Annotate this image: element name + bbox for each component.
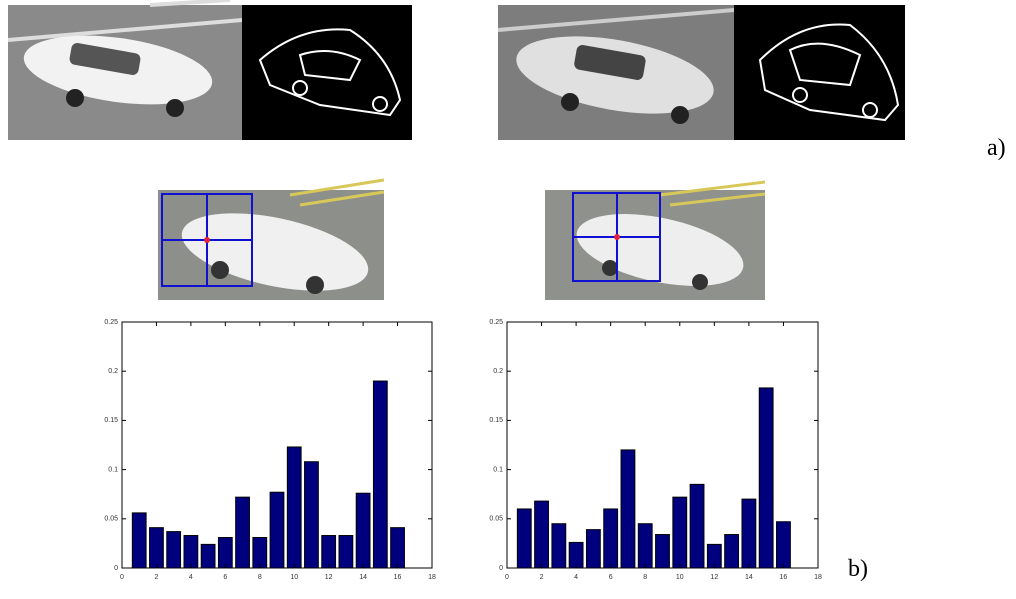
bar <box>535 501 549 568</box>
bar <box>270 492 284 568</box>
x-tick-label: 10 <box>676 574 684 581</box>
bar <box>218 537 232 568</box>
bar <box>253 537 267 568</box>
page: a) b) 0 2 4 6 8 10 12 14 16 18 0 0.05 0.1 0.15 0.2 0.25… <box>0 0 1016 599</box>
x-tick-label: 2 <box>540 574 544 581</box>
y-tick-label: 0.15 <box>489 417 503 424</box>
x-tick-label: 4 <box>574 574 578 581</box>
x-tick-label: 14 <box>745 574 753 581</box>
y-tick-label: 0.05 <box>489 516 503 523</box>
x-tick-label: 0 <box>120 574 124 581</box>
bar <box>690 484 704 568</box>
bar <box>517 509 531 568</box>
bar <box>339 536 353 568</box>
photo-car-1 <box>8 0 242 140</box>
y-tick-label: 0.25 <box>104 319 118 326</box>
panel-label: b) <box>848 556 868 582</box>
y-tick-label: 0.2 <box>493 368 503 375</box>
bar <box>391 528 405 568</box>
edge-map-2 <box>734 5 905 140</box>
edge-map-1 <box>242 5 412 140</box>
bar <box>184 536 198 568</box>
x-tick-label: 8 <box>258 574 262 581</box>
photo-car-2 <box>498 5 734 140</box>
x-tick-label: 6 <box>223 574 227 581</box>
bar <box>132 513 146 568</box>
bar <box>604 509 618 568</box>
x-tick-label: 14 <box>359 574 367 581</box>
y-tick-label: 0.1 <box>493 466 503 473</box>
x-tick-label: 10 <box>290 574 298 581</box>
panel-label: a) <box>987 135 1006 161</box>
y-tick-label: 0.15 <box>104 417 118 424</box>
bar <box>305 462 319 568</box>
photo-car-grid-1 <box>158 180 384 305</box>
bar <box>673 497 687 568</box>
bar <box>759 388 773 568</box>
figure: a) b) 0 2 4 6 8 10 12 14 16 18 0 0.05 0.1 0.15 0.2 0.25… <box>0 0 1016 599</box>
x-tick-label: 12 <box>325 574 333 581</box>
y-tick-label: 0 <box>114 565 118 572</box>
y-tick-label: 0 <box>499 565 503 572</box>
bar <box>586 530 600 568</box>
x-tick-label: 12 <box>710 574 718 581</box>
x-tick-label: 16 <box>780 574 788 581</box>
bar <box>356 493 370 568</box>
bar <box>621 450 635 568</box>
x-tick-label: 18 <box>428 574 436 581</box>
x-tick-label: 4 <box>189 574 193 581</box>
bar <box>167 532 181 568</box>
bar <box>552 524 566 568</box>
bar <box>656 535 670 568</box>
bar <box>638 524 652 568</box>
bar <box>725 535 739 568</box>
bar <box>742 499 756 568</box>
y-tick-label: 0.25 <box>489 319 503 326</box>
photo-car-grid-2 <box>545 182 765 300</box>
x-tick-label: 0 <box>505 574 509 581</box>
x-tick-label: 16 <box>394 574 402 581</box>
bar <box>287 447 301 568</box>
bar <box>322 536 336 568</box>
x-tick-label: 6 <box>609 574 613 581</box>
x-tick-label: 18 <box>814 574 822 581</box>
bar <box>150 528 164 568</box>
x-tick-label: 8 <box>643 574 647 581</box>
bar <box>777 522 791 568</box>
x-tick-label: 2 <box>154 574 158 581</box>
y-tick-label: 0.05 <box>104 516 118 523</box>
y-tick-label: 0.2 <box>108 368 118 375</box>
bar <box>236 497 250 568</box>
y-tick-label: 0.1 <box>108 466 118 473</box>
bar <box>201 544 215 568</box>
bar <box>373 381 387 568</box>
